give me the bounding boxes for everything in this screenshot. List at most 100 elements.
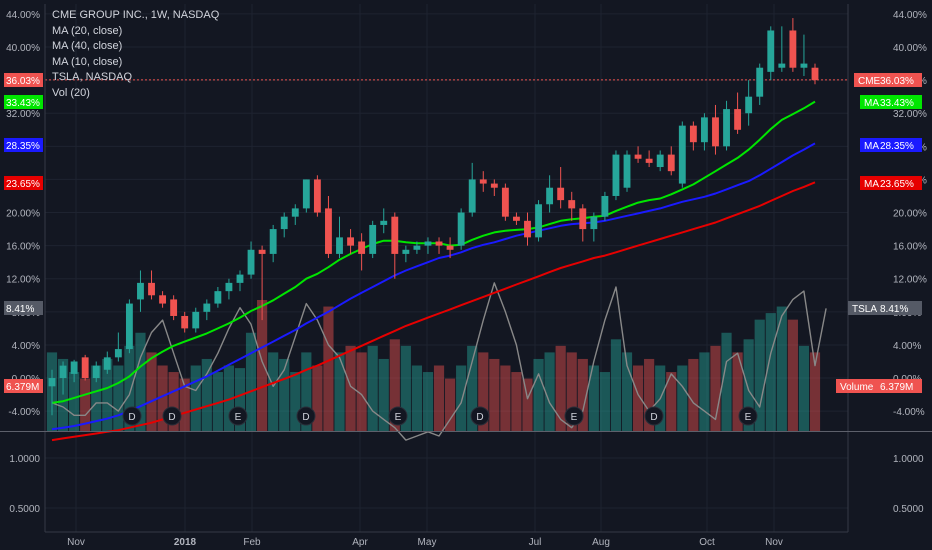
candle[interactable] xyxy=(225,278,233,300)
event-marker[interactable]: D xyxy=(162,406,182,426)
candle[interactable] xyxy=(667,146,675,176)
candle[interactable] xyxy=(479,171,487,192)
candle[interactable] xyxy=(457,208,465,250)
candle[interactable] xyxy=(48,369,56,416)
candle[interactable] xyxy=(369,220,377,259)
y-tick-left: 40.00% xyxy=(6,43,40,54)
candle[interactable] xyxy=(92,361,100,383)
candle[interactable] xyxy=(114,332,122,362)
event-circle xyxy=(162,406,182,426)
candle[interactable] xyxy=(137,270,144,312)
candlesticks[interactable] xyxy=(48,18,819,416)
candle[interactable] xyxy=(280,212,288,238)
candle[interactable] xyxy=(734,92,742,134)
candle[interactable] xyxy=(468,162,476,217)
candle[interactable] xyxy=(767,26,775,81)
event-label: D xyxy=(128,412,135,423)
candle[interactable] xyxy=(380,208,388,234)
candle[interactable] xyxy=(103,351,111,374)
candle-body xyxy=(678,125,686,184)
candle[interactable] xyxy=(590,212,598,242)
candle[interactable] xyxy=(612,150,620,201)
candle[interactable] xyxy=(800,34,808,76)
candle-body xyxy=(391,216,399,254)
event-marker[interactable]: E xyxy=(228,406,248,426)
candle[interactable] xyxy=(269,224,277,263)
candle[interactable] xyxy=(159,291,167,308)
candle-body xyxy=(148,282,155,296)
legend-title[interactable]: CME GROUP INC., 1W, NASDAQ xyxy=(52,9,220,21)
candle[interactable] xyxy=(247,241,255,279)
candle[interactable] xyxy=(524,212,531,246)
legend-ma10[interactable]: MA (10, close) xyxy=(52,55,123,68)
event-label: D xyxy=(168,412,175,423)
candle[interactable] xyxy=(745,80,753,126)
candle[interactable] xyxy=(778,26,786,72)
candle[interactable] xyxy=(181,311,189,333)
legend-ma20[interactable]: MA (20, close) xyxy=(52,24,123,37)
candle[interactable] xyxy=(634,146,642,163)
candle[interactable] xyxy=(192,307,200,333)
candle[interactable] xyxy=(336,216,343,259)
event-marker[interactable]: D xyxy=(296,406,316,426)
candle[interactable] xyxy=(557,167,565,209)
event-marker[interactable]: D xyxy=(470,406,490,426)
legend-ma40[interactable]: MA (40, close) xyxy=(52,40,123,52)
candle[interactable] xyxy=(435,237,443,254)
candle[interactable] xyxy=(81,354,89,381)
candle[interactable] xyxy=(601,191,609,221)
candle[interactable] xyxy=(214,287,222,308)
candle[interactable] xyxy=(546,175,554,213)
candle[interactable] xyxy=(402,245,410,263)
candle[interactable] xyxy=(678,121,686,188)
candle[interactable] xyxy=(125,299,133,354)
candle[interactable] xyxy=(236,270,244,292)
candle[interactable] xyxy=(712,104,719,155)
candle[interactable] xyxy=(689,121,697,151)
candle[interactable] xyxy=(723,100,730,151)
candle[interactable] xyxy=(424,237,432,254)
event-label: E xyxy=(571,412,578,423)
candle[interactable] xyxy=(70,359,78,383)
candle[interactable] xyxy=(358,233,366,271)
volume-bar xyxy=(721,332,732,431)
candle[interactable] xyxy=(645,150,653,168)
candle[interactable] xyxy=(258,245,266,321)
legend-tsla[interactable]: TSLA, NASDAQ xyxy=(52,71,133,83)
candle[interactable] xyxy=(513,212,520,225)
candle[interactable] xyxy=(700,113,708,151)
candle[interactable] xyxy=(756,63,764,105)
event-marker[interactable]: E xyxy=(738,406,758,426)
event-label: E xyxy=(745,412,752,423)
candle[interactable] xyxy=(203,299,211,321)
candle[interactable] xyxy=(59,361,67,395)
candle[interactable] xyxy=(302,179,310,213)
candle[interactable] xyxy=(789,18,797,72)
right-badge-bg xyxy=(854,73,922,87)
candle[interactable] xyxy=(148,270,155,300)
candle[interactable] xyxy=(413,241,421,254)
event-marker[interactable]: D xyxy=(122,406,142,426)
candle[interactable] xyxy=(313,175,321,217)
candle[interactable] xyxy=(535,200,542,242)
candle[interactable] xyxy=(170,295,178,321)
candle[interactable] xyxy=(291,204,299,225)
event-marker[interactable]: E xyxy=(564,406,584,426)
candle[interactable] xyxy=(623,150,631,192)
candle[interactable] xyxy=(579,204,587,242)
event-marker[interactable]: E xyxy=(388,406,408,426)
candle[interactable] xyxy=(501,183,509,221)
candle[interactable] xyxy=(811,63,819,85)
candle[interactable] xyxy=(656,150,664,172)
legend-vol[interactable]: Vol (20) xyxy=(52,86,90,99)
candle[interactable] xyxy=(325,195,332,259)
candle[interactable] xyxy=(347,229,354,254)
volume-bar xyxy=(290,372,301,431)
candle[interactable] xyxy=(490,179,498,196)
candle[interactable] xyxy=(568,191,576,221)
candle[interactable] xyxy=(446,237,454,259)
event-marker[interactable]: D xyxy=(644,406,664,426)
candle[interactable] xyxy=(391,212,399,279)
